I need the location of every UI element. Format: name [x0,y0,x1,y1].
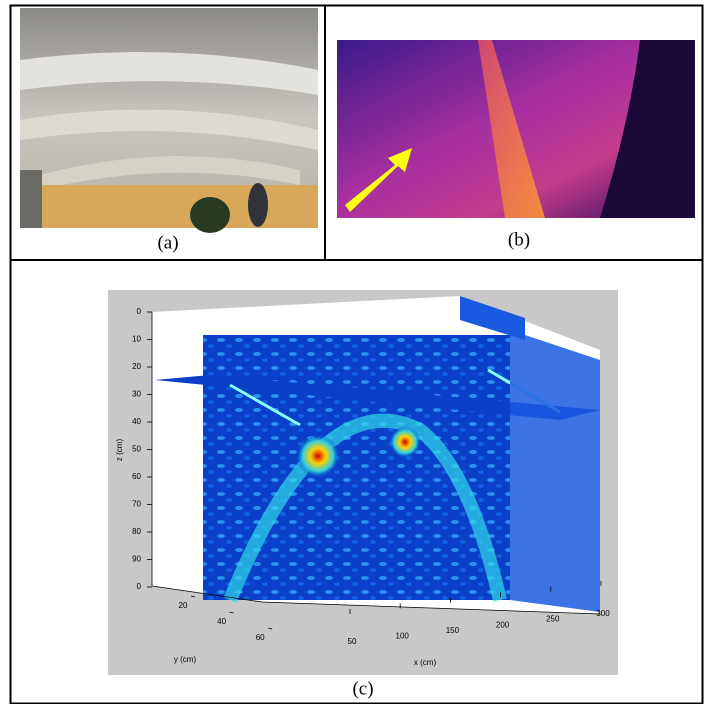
tick-label: 20 [179,601,188,610]
tick-label: 90 [132,555,141,564]
tick-label: 100 [396,632,410,641]
tick-label: 60 [132,472,141,481]
panel-label: (c) [352,678,373,699]
tick-label: 60 [256,633,265,642]
tick-label: 300 [596,609,610,618]
tick-label: 50 [348,637,357,646]
tick-label: 0 [137,307,142,316]
tick-mark [268,627,273,630]
plot-axes [151,312,601,615]
tick-label: 200 [496,620,510,629]
tick-label: 40 [217,617,226,626]
axis-label: z (cm) [115,439,124,462]
tick-label: 40 [132,417,141,426]
tick-label: 20 [132,362,141,371]
tick-label: 10 [132,335,141,344]
tick-label: 30 [132,390,141,399]
axis-label: x (cm) [414,658,437,667]
axis-label: y (cm) [174,655,197,664]
tick-mark [229,611,234,614]
tick-label: 50 [132,445,141,454]
photo-a [20,8,318,233]
panel-label: (b) [508,229,530,250]
tick-label: 80 [132,527,141,536]
tick-label: 250 [546,615,560,624]
plot-c [108,290,618,675]
thermal-b [337,40,695,218]
panel-label: (a) [157,232,178,253]
tick-label: 70 [132,500,141,509]
tick-mark [190,595,196,598]
tick-label: 150 [446,626,460,635]
tick-label: 0 [137,582,142,591]
